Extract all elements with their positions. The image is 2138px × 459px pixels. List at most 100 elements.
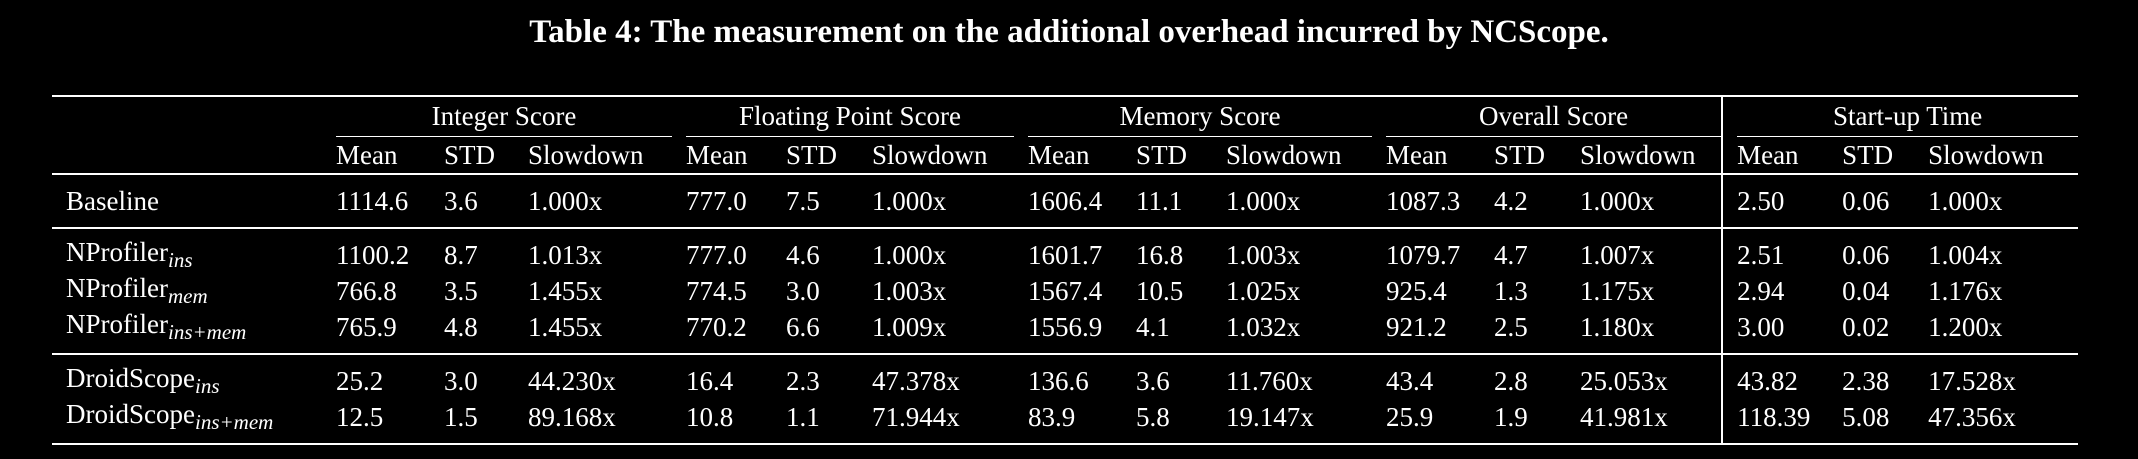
table-caption: Table 4: The measurement on the addition…	[529, 14, 1609, 50]
row-label-subscript: ins+mem	[194, 410, 274, 434]
table-cell: 1.5	[444, 401, 478, 432]
table-cell: 1.003x	[1226, 239, 1301, 270]
table-cell: 89.168x	[528, 401, 616, 432]
table-cell: 0.04	[1842, 275, 1890, 306]
table-cell: 1.000x	[1566, 174, 1723, 229]
table-cell: 3.5	[444, 275, 478, 306]
table-cell: 1087.3	[1372, 174, 1481, 229]
sub-header-slowdown: Slowdown	[1212, 137, 1373, 175]
table-cell: 0.02	[1828, 309, 1915, 355]
table-row: NProfilerins+mem 765.9 4.8 1.455x 770.2 6.6 1.…	[52, 309, 2079, 355]
table-cell: 4.6	[786, 239, 820, 270]
table-cell: 1.000x	[1212, 174, 1373, 229]
sub-header-std: STD	[1828, 137, 1915, 175]
sub-header-row: Mean STD Slowdown Mean STD Slowdown Mean STD Slo…	[52, 137, 2079, 175]
table-cell: 25.053x	[1580, 365, 1668, 396]
table-row: DroidScopeins+mem 12.5 1.5 89.168x 10.8 1.1 71…	[52, 399, 2079, 444]
table-cell: 0.06	[1842, 239, 1890, 270]
sub-header-slowdown: Slowdown	[1566, 137, 1723, 175]
table-cell: 3.6	[430, 174, 514, 229]
row-label: DroidScopeins	[66, 363, 220, 398]
table-cell: 4.2	[1480, 174, 1567, 229]
table-cell: 2.38	[1842, 365, 1890, 396]
group-header-memory: Memory Score	[1028, 97, 1373, 137]
table-cell: 4.1	[1122, 309, 1213, 355]
table-cell: 10.8	[686, 401, 734, 432]
table-cell: 5.8	[1136, 401, 1170, 432]
table-cell: 1556.9	[1014, 309, 1123, 355]
table-cell: 770.2	[672, 309, 773, 355]
table-cell: 17.528x	[1928, 365, 2016, 396]
table-row: NProfilermem 766.8 3.5 1.455x 774.5 3.0 1.003x…	[52, 273, 2078, 309]
table-cell: 1.000x	[872, 239, 947, 270]
row-label: NProfilermem	[66, 273, 208, 308]
table-cell: 11.760x	[1226, 365, 1313, 396]
table-row: NProfilerins 1100.2 8.7 1.013x 777.0 4.6 1.000…	[52, 228, 2078, 273]
sub-header-mean: Mean	[1721, 137, 1829, 175]
table-cell: 1114.6	[322, 174, 430, 229]
overhead-table: Integer Score Floating Point Score Memor…	[52, 95, 2079, 445]
table-cell: 766.8	[336, 275, 397, 306]
table-cell: 25.2	[336, 365, 384, 396]
table-cell: 4.8	[430, 309, 514, 355]
group-header-startup-time: Start-up Time	[1737, 97, 2079, 137]
table-cell: 8.7	[444, 239, 478, 270]
table-cell: 7.5	[772, 174, 859, 229]
table-cell: 19.147x	[1226, 401, 1314, 432]
table-cell: 2.5	[1480, 309, 1567, 355]
table-cell: 43.4	[1386, 365, 1434, 396]
table-cell: 1567.4	[1028, 275, 1103, 306]
row-label: Baseline	[52, 174, 322, 229]
table-cell: 47.378x	[872, 365, 960, 396]
table-cell: 47.356x	[1928, 401, 2016, 432]
table-cell: 2.8	[1494, 365, 1528, 396]
table-cell: 1.9	[1494, 401, 1528, 432]
row-label: DroidScopeins+mem	[66, 399, 274, 434]
sub-header-mean: Mean	[1372, 137, 1481, 175]
table-cell: 2.3	[786, 365, 820, 396]
table-cell: 1.175x	[1580, 275, 1655, 306]
row-label-subscript: ins+mem	[167, 320, 247, 344]
table-cell: 43.82	[1721, 354, 1829, 399]
table-cell: 1601.7	[1028, 239, 1103, 270]
table-cell: 1606.4	[1014, 174, 1123, 229]
table-cell: 1.032x	[1212, 309, 1373, 355]
table-cell: 1.000x	[1914, 174, 2079, 229]
row-label: NProfilerins	[66, 237, 193, 272]
sub-header-slowdown: Slowdown	[858, 137, 1015, 175]
table-cell: 1.009x	[858, 309, 1015, 355]
table-cell: 0.06	[1828, 174, 1915, 229]
table-cell: 136.6	[1028, 365, 1089, 396]
table-cell: 1.013x	[528, 239, 603, 270]
table-cell: 1.004x	[1928, 239, 2003, 270]
table-cell: 1.003x	[872, 275, 947, 306]
table-cell: 3.0	[786, 275, 820, 306]
table-cell: 12.5	[336, 401, 384, 432]
table-cell: 83.9	[1028, 401, 1076, 432]
table-cell: 1.007x	[1580, 239, 1655, 270]
sub-header-std: STD	[772, 137, 859, 175]
sub-header-mean: Mean	[322, 137, 430, 175]
table-cell: 1.455x	[528, 275, 603, 306]
table-cell: 1.200x	[1914, 309, 2079, 355]
table-cell: 2.50	[1721, 174, 1829, 229]
table-cell: 1.455x	[514, 309, 673, 355]
sub-header-slowdown: Slowdown	[1914, 137, 2079, 175]
table-cell: 2.94	[1721, 273, 1829, 309]
table-cell: 1.3	[1494, 275, 1528, 306]
row-label: NProfilerins+mem	[52, 309, 322, 355]
table-cell: 1.025x	[1226, 275, 1301, 306]
table-cell: 3.00	[1721, 309, 1829, 355]
table-cell: 1.000x	[514, 174, 673, 229]
table-cell: 774.5	[686, 275, 747, 306]
table-cell: 16.8	[1136, 239, 1184, 270]
table-cell: 11.1	[1122, 174, 1213, 229]
table-cell: 1.000x	[858, 174, 1015, 229]
sub-header-mean: Mean	[672, 137, 773, 175]
table-cell: 10.5	[1136, 275, 1184, 306]
sub-header-std: STD	[1122, 137, 1213, 175]
table-cell: 3.6	[1136, 365, 1170, 396]
table-cell: 16.4	[686, 365, 734, 396]
table-cell: 777.0	[672, 174, 773, 229]
table-cell: 6.6	[772, 309, 859, 355]
